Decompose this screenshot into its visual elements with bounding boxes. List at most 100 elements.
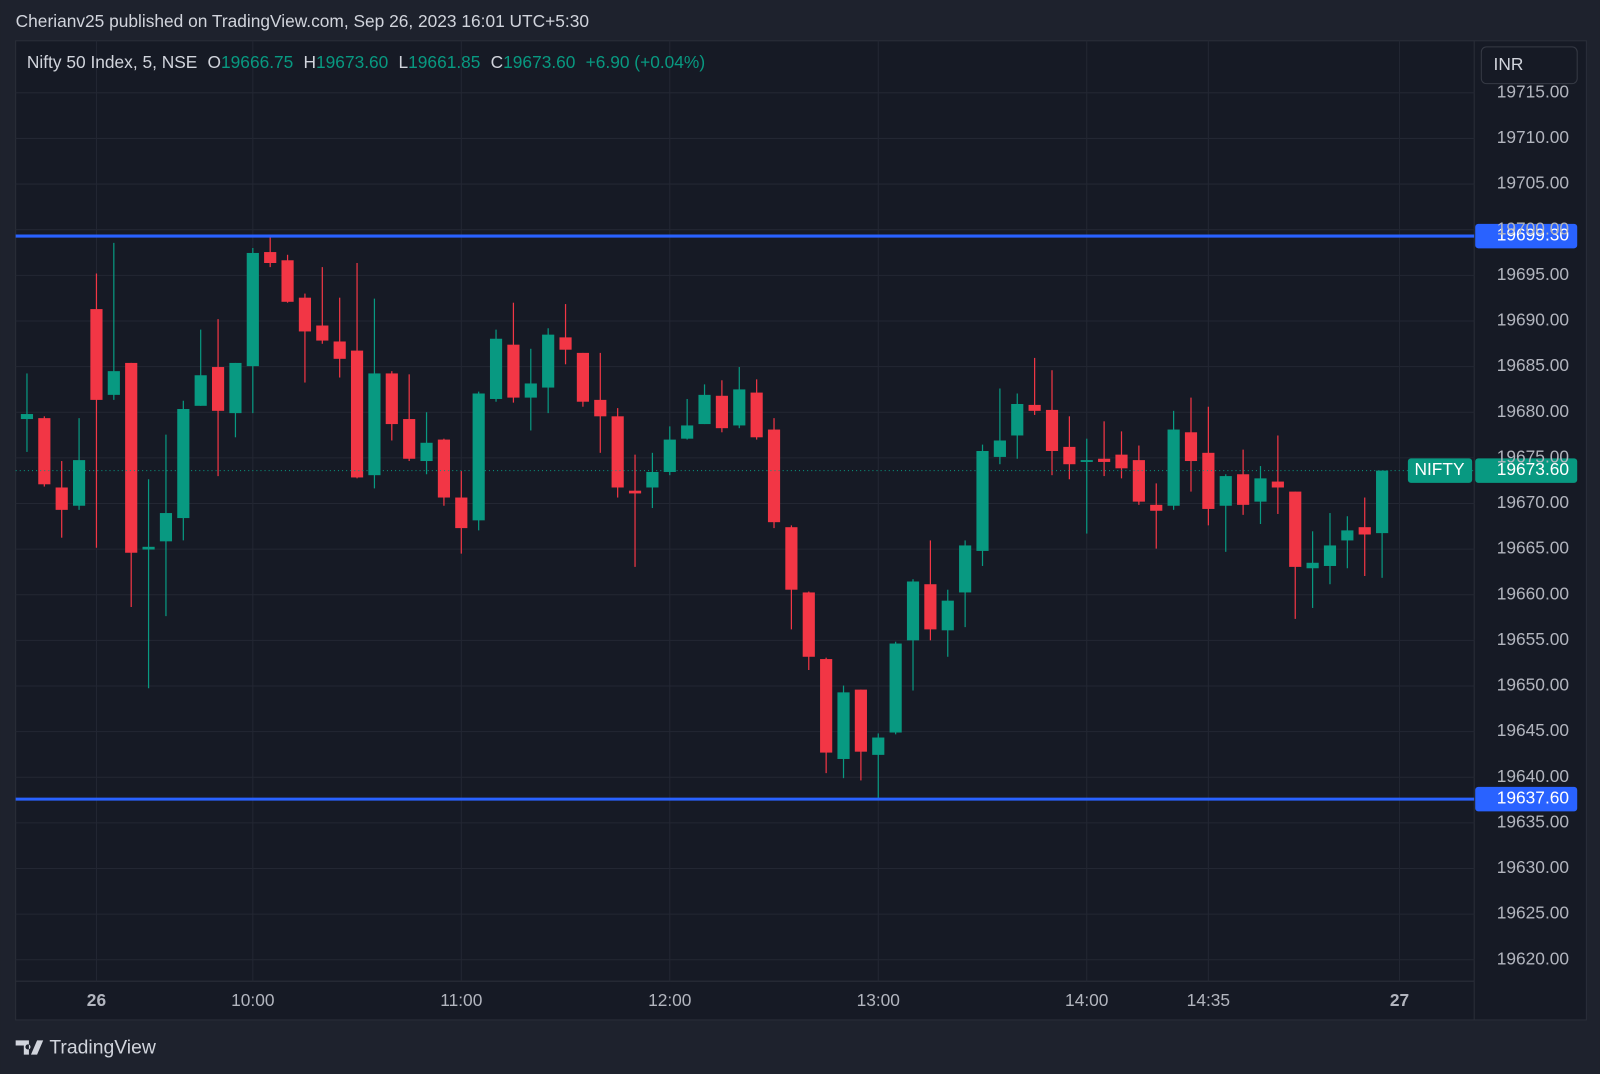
candle-body <box>1358 527 1371 535</box>
y-tick-label: 19625.00 <box>1497 903 1569 923</box>
ohlc-legend: Nifty 50 Index, 5, NSE O19666.75 H19673.60… <box>27 52 705 72</box>
candle-body <box>316 325 329 341</box>
candle-body <box>298 297 312 332</box>
candle-body <box>55 487 68 510</box>
candle-body <box>281 260 294 302</box>
candle-body <box>1323 545 1337 566</box>
candle-body <box>472 393 485 521</box>
y-tick-label: 19650.00 <box>1497 675 1569 695</box>
currency-button[interactable] <box>1480 46 1578 85</box>
y-tick-label: 19620.00 <box>1497 948 1569 968</box>
y-tick-label: 19665.00 <box>1497 538 1569 558</box>
legend-value: 19673.60 <box>316 52 388 72</box>
candle-body <box>959 545 972 593</box>
x-tick-label: 26 <box>87 990 107 1010</box>
candle-body <box>1376 470 1389 534</box>
y-tick-label: 19670.00 <box>1497 492 1569 512</box>
candle-body <box>211 367 225 411</box>
candle-body <box>750 392 763 438</box>
plot <box>20 236 1389 800</box>
candle-body <box>924 584 937 630</box>
candle-body <box>264 252 277 264</box>
legend-value: 19666.75 <box>221 52 293 72</box>
candle-body <box>941 600 954 631</box>
candle-body <box>1150 504 1163 511</box>
candle-body <box>229 362 242 414</box>
candle-body <box>976 450 989 551</box>
y-tick-label: 19715.00 <box>1497 81 1569 101</box>
candle-body <box>1202 452 1215 509</box>
candle-body <box>1063 446 1076 465</box>
last-price-label: 19673.60 <box>1497 459 1569 479</box>
attribution: Cherianv25 published on TradingView.com,… <box>16 11 589 31</box>
y-tick-label: 19675.00 <box>1497 446 1569 466</box>
legend-change: +6.90 (+0.04%) <box>586 52 705 72</box>
candle-body <box>1080 460 1093 462</box>
candle-body <box>90 309 103 400</box>
candle-body <box>350 350 364 478</box>
candle-body <box>559 337 572 350</box>
x-tick-label: 12:00 <box>648 990 691 1010</box>
candle-body <box>889 643 902 733</box>
candle-body <box>1306 562 1319 569</box>
brand: TradingView <box>49 1037 157 1059</box>
legend-key: O <box>208 52 221 72</box>
candle-body <box>38 418 51 485</box>
candle-body <box>403 419 416 459</box>
candle-body <box>1271 481 1284 488</box>
candle-body <box>715 395 728 429</box>
x-tick-label: 10:00 <box>231 990 274 1010</box>
legend-key: C <box>491 52 504 72</box>
candle-body <box>1237 474 1250 505</box>
legend-key: L <box>399 52 409 72</box>
y-tick-label: 19630.00 <box>1497 857 1569 877</box>
candle-body <box>455 497 468 529</box>
x-tick-label: 27 <box>1390 990 1409 1010</box>
y-tick-label: 19680.00 <box>1497 401 1569 421</box>
candle-body <box>1132 460 1145 502</box>
candle-body <box>489 338 503 399</box>
candle-body <box>681 425 694 439</box>
candle-body <box>507 344 520 398</box>
chart-frame <box>15 40 1587 1021</box>
candle-body <box>368 373 381 476</box>
y-tick-label: 19655.00 <box>1497 629 1569 649</box>
candle-body <box>246 252 259 367</box>
currency-label[interactable]: INR <box>1494 54 1524 74</box>
candle-body <box>733 389 746 426</box>
candle-body <box>437 439 451 498</box>
legend-key: H <box>304 52 317 72</box>
last-price-box <box>1475 458 1578 483</box>
candle-body <box>628 490 642 494</box>
y-tick-label: 19635.00 <box>1497 811 1569 831</box>
candle-body <box>542 334 555 388</box>
candle-body <box>663 439 676 472</box>
candle-body <box>1028 404 1041 411</box>
candle-body <box>1219 476 1232 506</box>
candle-body <box>125 362 138 553</box>
candle-body <box>594 399 607 417</box>
candle-body <box>993 440 1006 457</box>
candle-body <box>837 692 850 759</box>
symbol-label-box <box>1407 458 1473 483</box>
logo-icon <box>15 1040 44 1055</box>
candle-body <box>1341 530 1354 541</box>
candle-body <box>20 414 34 420</box>
logo <box>15 1040 44 1055</box>
level-label-box <box>1475 786 1578 812</box>
x-tick-label: 13:00 <box>857 990 900 1010</box>
y-tick-label: 19695.00 <box>1497 264 1569 284</box>
legend-value: 19673.60 <box>503 52 575 72</box>
candle-body <box>177 409 190 519</box>
candle-body <box>524 383 537 398</box>
candle-body <box>1115 454 1128 469</box>
candle-body <box>72 460 86 506</box>
level-label: 19637.60 <box>1497 788 1569 808</box>
candle-body <box>767 429 781 523</box>
candle-body <box>333 341 346 359</box>
y-tick-label: 19700.00 <box>1497 218 1569 238</box>
candle-body <box>1011 403 1024 436</box>
y-tick-label: 19690.00 <box>1497 310 1569 330</box>
